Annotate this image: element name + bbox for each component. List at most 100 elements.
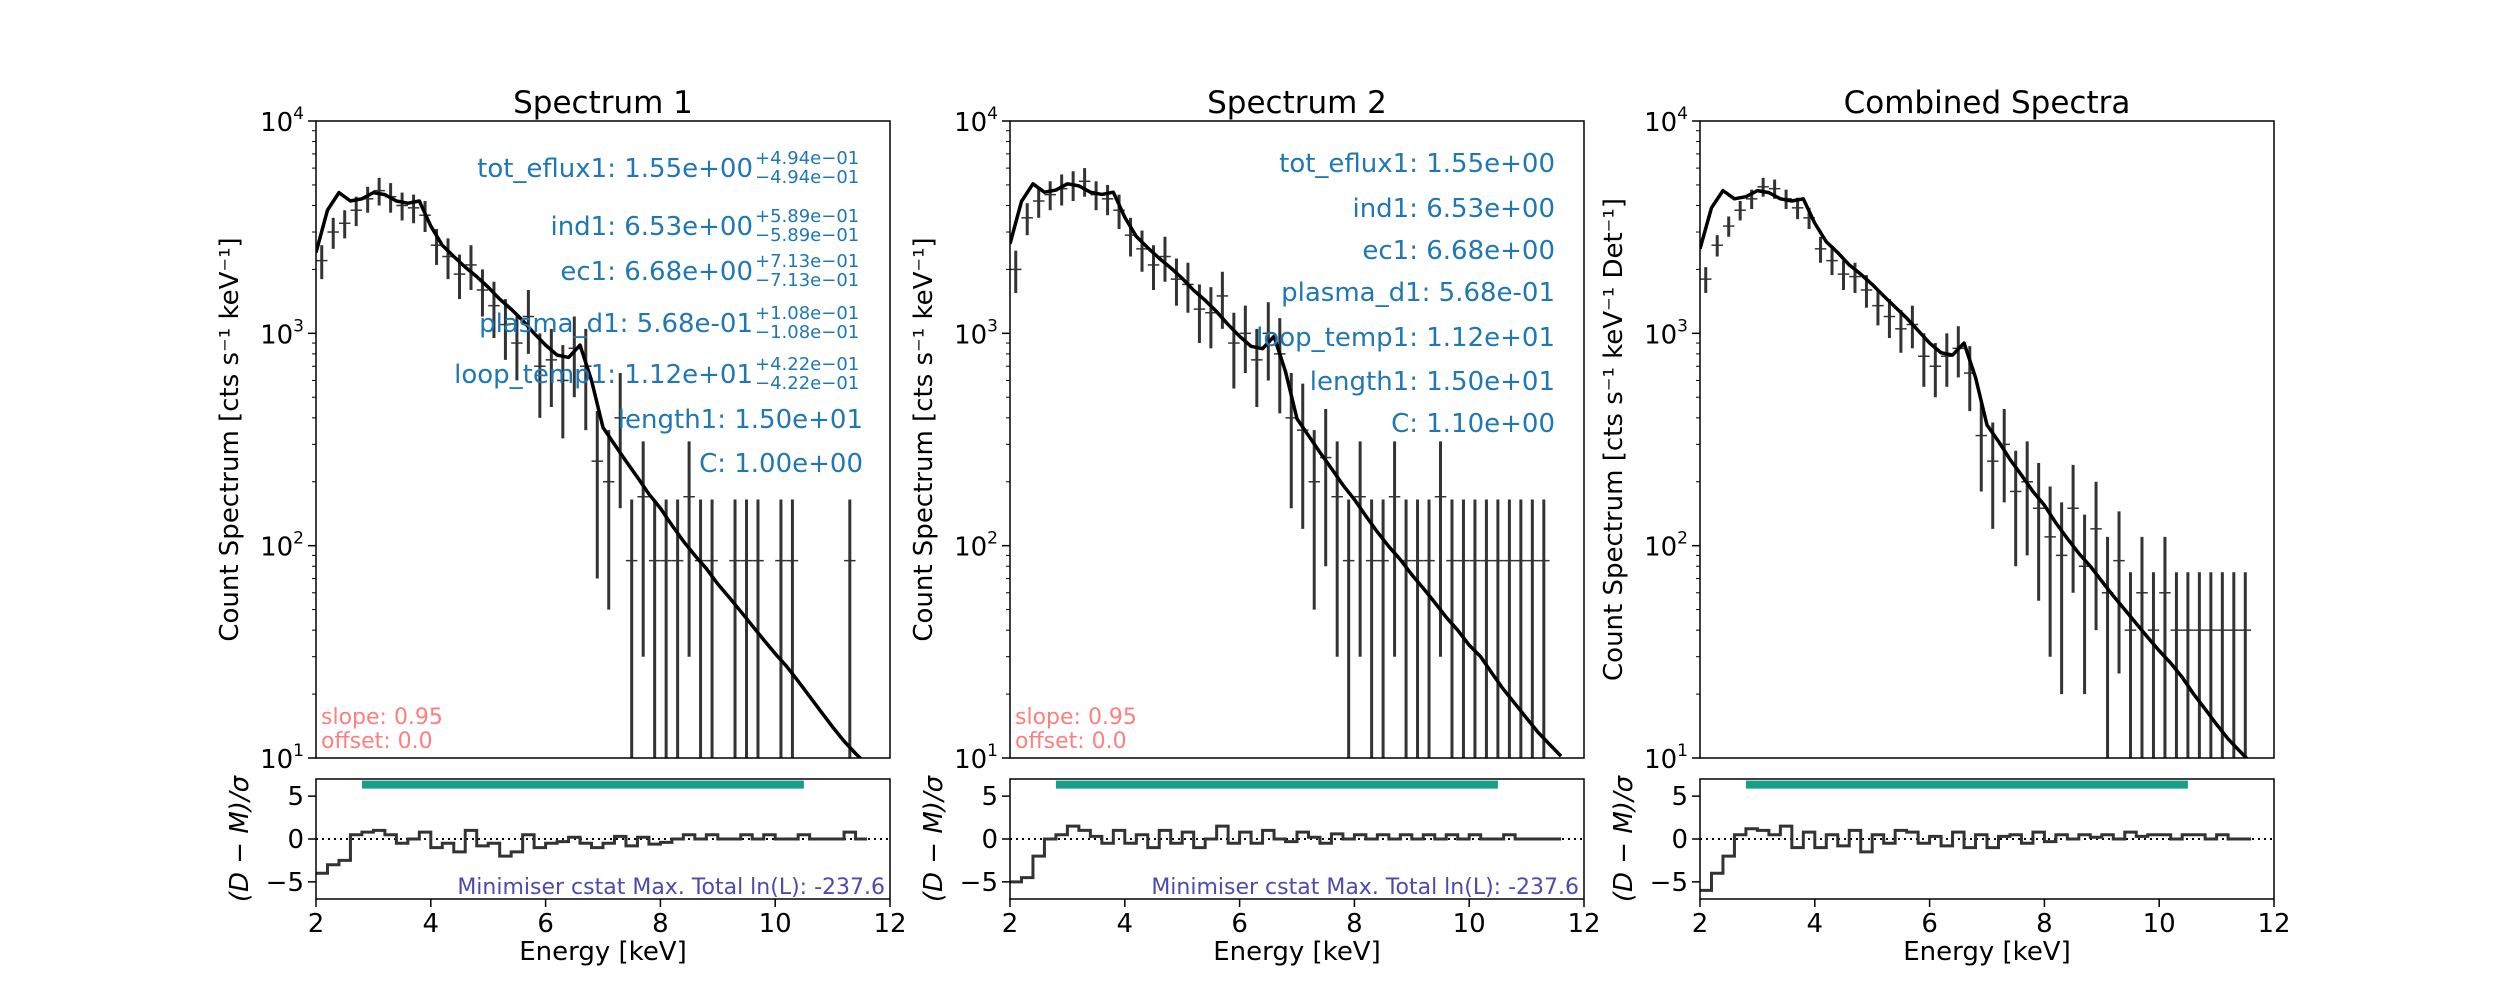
residual-y-label: (D − M)/σ <box>919 774 949 902</box>
x-tick-label: 8 <box>2036 909 2053 939</box>
y-tick-exponent: 3 <box>987 316 998 336</box>
y-tick-exponent: 1 <box>987 741 998 761</box>
main-axes-frame <box>1699 120 2275 759</box>
param-label: loop_temp1: 1.12e+01 <box>1256 323 1555 353</box>
residual-y-tick-label: 0 <box>1671 825 1688 855</box>
y-tick-label: 101 <box>1644 741 1688 775</box>
model-group <box>316 190 863 758</box>
main-axes-frame <box>1009 120 1585 759</box>
param-error-minus: −4.22e−01 <box>755 373 859 394</box>
residual-y-tick-label: −5 <box>1650 868 1688 898</box>
data-points <box>1700 177 2252 758</box>
y-tick-exponent: 4 <box>987 104 998 124</box>
y-tick-label: 104 <box>954 104 998 138</box>
statistic-text: Minimiser cstat Max. Total ln(L): -237.6 <box>457 875 885 900</box>
param-label: length1: 1.50e+01 <box>618 405 863 435</box>
residual-steps <box>316 828 868 875</box>
x-tick-label: 6 <box>537 909 554 939</box>
residual-group <box>1010 780 1584 884</box>
x-tick-label: 8 <box>652 909 669 939</box>
param-label: ec1: 6.68e+00 <box>560 257 753 287</box>
x-tick-label: 2 <box>1002 909 1019 939</box>
y-tick-base: 10 <box>954 108 987 138</box>
y-tick-exponent: 1 <box>293 741 304 761</box>
y-tick-exponent: 4 <box>293 104 304 124</box>
param-error-plus: +5.89e−01 <box>755 206 859 227</box>
x-tick-label: 8 <box>1346 909 1363 939</box>
x-tick-label: 4 <box>1117 909 1134 939</box>
param-label: ind1: 6.53e+00 <box>1352 194 1555 224</box>
param-label: loop_temp1: 1.12e+01 <box>454 360 753 390</box>
residual-y-tick-label: 5 <box>981 782 998 812</box>
y-axis-label: Count Spectrum [cts s⁻¹ keV⁻¹ Det⁻¹] <box>1599 198 1629 681</box>
x-tick-label: 12 <box>2257 909 2290 939</box>
residual-y-tick-label: 0 <box>287 825 304 855</box>
y-tick-label: 102 <box>954 529 998 563</box>
y-tick-label: 104 <box>1644 104 1688 138</box>
y-tick-label: 102 <box>260 529 304 563</box>
y-tick-label: 101 <box>954 741 998 775</box>
param-error-minus: −1.08e−01 <box>755 322 859 343</box>
param-error-plus: +7.13e−01 <box>755 251 859 272</box>
param-error-plus: +4.94e−01 <box>755 148 859 169</box>
y-tick-label: 103 <box>260 316 304 350</box>
y-tick-base: 10 <box>260 320 293 350</box>
x-tick-label: 10 <box>1453 909 1486 939</box>
x-tick-label: 6 <box>1921 909 1938 939</box>
y-tick-base: 10 <box>260 108 293 138</box>
statistic-text: Minimiser cstat Max. Total ln(L): -237.6 <box>1151 875 1579 900</box>
x-tick-label: 12 <box>873 909 906 939</box>
param-error-minus: −5.89e−01 <box>755 225 859 246</box>
x-tick-label: 2 <box>308 909 325 939</box>
residual-y-label: (D − M)/σ <box>225 774 255 902</box>
residual-y-tick-label: 0 <box>981 825 998 855</box>
main-axes-frame <box>315 120 891 759</box>
y-tick-exponent: 2 <box>1677 529 1688 549</box>
y-tick-base: 10 <box>260 745 293 775</box>
y-tick-exponent: 2 <box>293 529 304 549</box>
residual-y-tick-label: 5 <box>287 782 304 812</box>
x-tick-label: 2 <box>1692 909 1709 939</box>
y-tick-exponent: 2 <box>987 529 998 549</box>
offset-text: offset: 0.0 <box>321 729 433 754</box>
param-label: tot_eflux1: 1.55e+00 <box>477 154 753 184</box>
x-tick-label: 12 <box>1567 909 1600 939</box>
x-tick-label: 10 <box>2143 909 2176 939</box>
data-points <box>1010 168 1550 758</box>
residual-y-tick-label: −5 <box>960 868 998 898</box>
param-label: ec1: 6.68e+00 <box>1362 236 1555 266</box>
model-line <box>1010 182 1563 758</box>
slope-text: slope: 0.95 <box>321 705 443 730</box>
model-group <box>1010 182 1563 758</box>
residual-y-tick-label: 5 <box>1671 782 1688 812</box>
y-axis-label: Count Spectrum [cts s⁻¹ keV⁻¹] <box>909 237 939 641</box>
param-label: C: 1.00e+00 <box>699 449 863 479</box>
y-tick-base: 10 <box>260 533 293 563</box>
chart-title: Spectrum 1 <box>513 85 693 121</box>
param-error-plus: +1.08e−01 <box>755 303 859 324</box>
residual-y-tick-label: −5 <box>266 868 304 898</box>
y-tick-base: 10 <box>1644 533 1677 563</box>
param-label: plasma_d1: 5.68e-01 <box>479 309 753 339</box>
offset-text: offset: 0.0 <box>1015 729 1127 754</box>
y-tick-label: 103 <box>954 316 998 350</box>
y-tick-base: 10 <box>1644 320 1677 350</box>
param-error-minus: −4.94e−01 <box>755 167 859 188</box>
y-tick-label: 102 <box>1644 529 1688 563</box>
x-axis-label: Energy [keV] <box>519 937 687 967</box>
model-group <box>1700 188 2249 758</box>
slope-text: slope: 0.95 <box>1015 705 1137 730</box>
residual-steps <box>1700 824 2252 892</box>
param-label: C: 1.10e+00 <box>1391 409 1555 439</box>
y-tick-base: 10 <box>1644 108 1677 138</box>
y-tick-base: 10 <box>954 320 987 350</box>
y-tick-label: 104 <box>260 104 304 138</box>
model-line <box>1700 188 2249 758</box>
residual-steps <box>1010 824 1562 884</box>
y-tick-label: 101 <box>260 741 304 775</box>
x-axis-label: Energy [keV] <box>1903 937 2071 967</box>
model-line <box>316 190 863 758</box>
